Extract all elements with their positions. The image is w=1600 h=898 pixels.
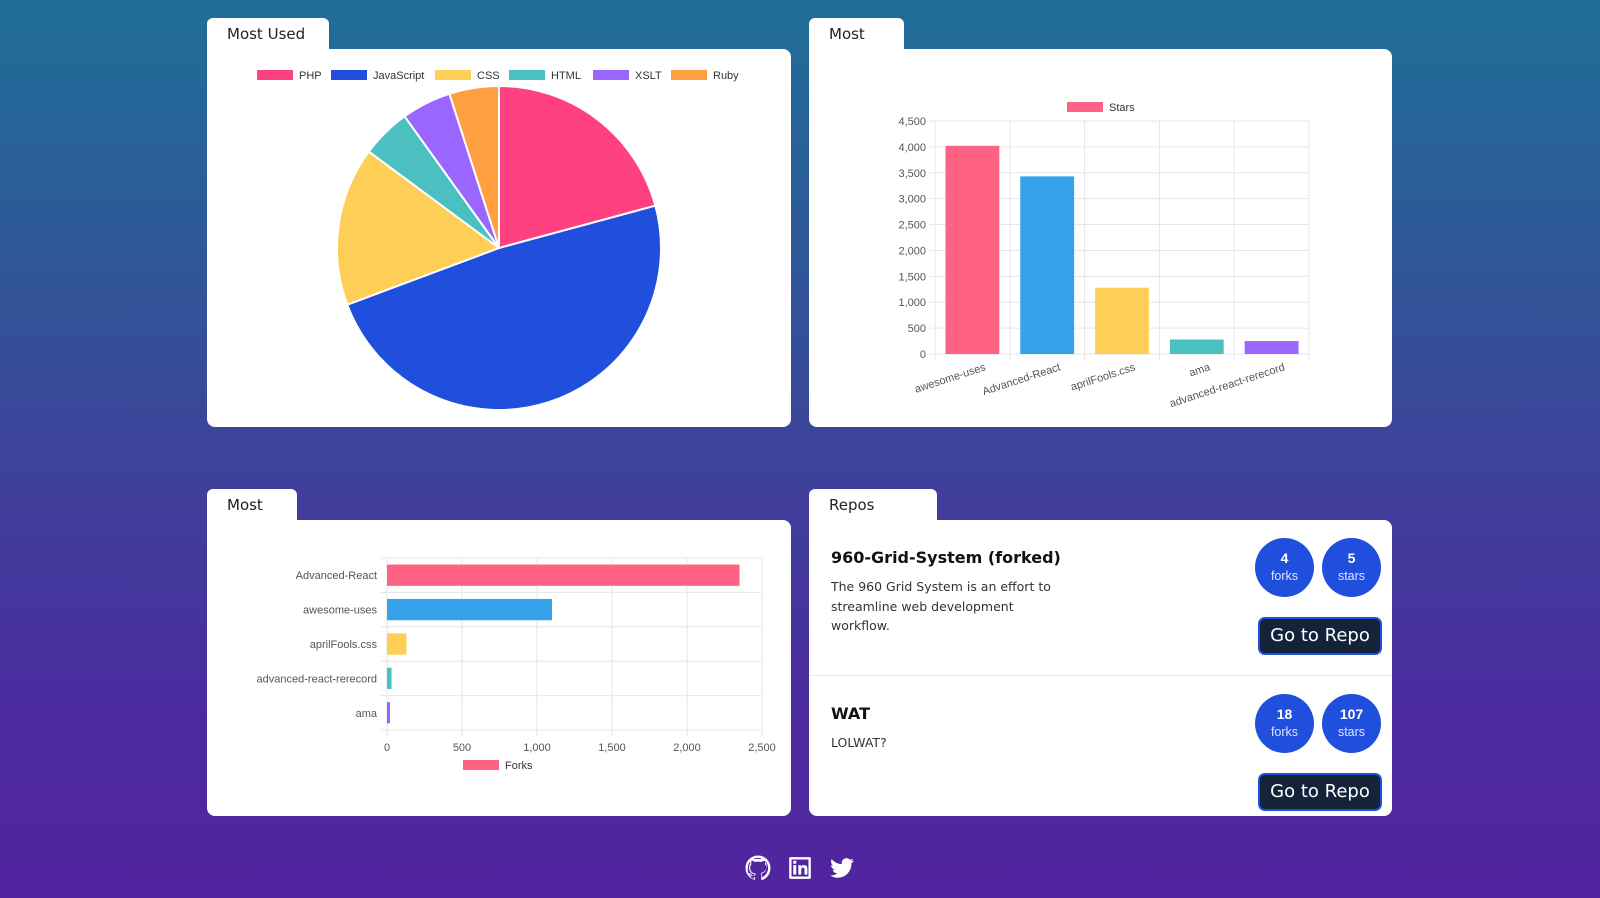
- forks-bar-chart: 0 500 1,000 1,500 2,000 2,500 Advanced-React aw…: [257, 557, 776, 772]
- bar-awesome-uses: [387, 598, 552, 621]
- legend-label-javascript: JavaScript: [373, 70, 424, 82]
- x-tick-label: advanced-react-rerecord: [1168, 361, 1286, 410]
- twitter-icon[interactable]: [829, 855, 855, 881]
- stars-label: stars: [1337, 569, 1366, 583]
- bar-advanced-react-rerecord: [1244, 341, 1299, 354]
- repo-name[interactable]: WAT: [831, 704, 870, 723]
- legend-swatch-xslt: [593, 70, 629, 80]
- forks-count: 18: [1276, 706, 1293, 722]
- go-to-repo-button[interactable]: Go to Repo: [1258, 773, 1382, 811]
- footer-social-links: [0, 855, 1600, 881]
- legend-swatch-css: [435, 70, 471, 80]
- y-tick-label: 1,500: [898, 271, 926, 283]
- starred-tab[interactable]: Most Starred Repos: [809, 18, 905, 107]
- stars-bar-chart: Stars 0 500 1,000 1,500 2,000 2,500 3,000 3,500 4…: [898, 102, 1310, 410]
- legend-label-forks: Forks: [505, 760, 533, 772]
- bar-Advanced-React: [1020, 176, 1075, 354]
- repo-card: WAT LOLWAT? 18 forks 107 stars Go to Rep…: [809, 675, 1392, 816]
- bar-ama: [387, 702, 390, 724]
- subscribing-tab[interactable]: Repos Subscribing: [809, 489, 937, 546]
- x-tick-label: 2,000: [673, 742, 701, 754]
- legend-label-xslt: XSLT: [635, 70, 662, 82]
- bar-aprilFools.css: [1095, 287, 1149, 354]
- pie-slice-css: [336, 150, 502, 307]
- y-tick-label: 2,500: [898, 220, 926, 232]
- bar-advanced-react-rerecord: [387, 667, 392, 690]
- repo-divider: [809, 675, 1392, 676]
- legend-label-php: PHP: [299, 70, 322, 82]
- legend-swatch-php: [257, 70, 293, 80]
- legend-swatch-javascript: [331, 70, 367, 80]
- forks-count-badge: 4 forks: [1255, 538, 1314, 597]
- bar-ama: [1169, 339, 1224, 354]
- stars-count-badge: 107 stars: [1322, 694, 1381, 753]
- repo-name[interactable]: 960-Grid-System (forked): [831, 548, 1061, 567]
- y-tick-label: 4,000: [898, 142, 926, 154]
- forks-label: forks: [1270, 569, 1299, 583]
- stars-count: 5: [1347, 550, 1356, 566]
- y-tick-label: 2,000: [898, 245, 926, 257]
- y-tick-label: 500: [908, 323, 926, 335]
- github-icon[interactable]: [745, 855, 771, 881]
- forked-card: 0 500 1,000 1,500 2,000 2,500 Advanced-React aw…: [207, 520, 791, 816]
- x-tick-label: Advanced-React: [981, 361, 1062, 398]
- y-tick-label: advanced-react-rerecord: [257, 673, 377, 685]
- y-tick-label: Advanced-React: [296, 570, 377, 582]
- legend-swatch-html: [509, 70, 545, 80]
- x-tick-label: 1,000: [523, 742, 551, 754]
- pie-slice-ruby: [448, 84, 500, 249]
- y-tick-label: 3,000: [898, 194, 926, 206]
- x-tick-label: awesome-uses: [913, 361, 988, 395]
- stars-count-badge: 5 stars: [1322, 538, 1381, 597]
- y-tick-label: ama: [356, 708, 378, 720]
- legend-label-ruby: Ruby: [713, 70, 739, 82]
- forked-tab[interactable]: Most Forked Repos: [207, 489, 298, 578]
- forks-count: 4: [1280, 550, 1289, 566]
- bar-aprilFools.css: [387, 633, 407, 655]
- x-tick-label: aprilFools.css: [1069, 361, 1137, 393]
- x-tick-label: 0: [384, 742, 390, 754]
- languages-card: PHP JavaScript CSS HTML XSLT Ruby: [207, 49, 791, 427]
- stars-label: stars: [1337, 725, 1366, 739]
- pie-slice-php: [498, 84, 657, 250]
- forks-count-badge: 18 forks: [1255, 694, 1314, 753]
- legend-label-html: HTML: [551, 70, 581, 82]
- languages-tab[interactable]: Most Used Languages: [207, 18, 329, 75]
- x-tick-label: 2,500: [748, 742, 776, 754]
- legend-swatch-forks: [463, 760, 499, 770]
- repo-description: The 960 Grid System is an effort to stre…: [831, 579, 1051, 633]
- bar-Advanced-React: [387, 564, 740, 586]
- legend-label-css: CSS: [477, 70, 500, 82]
- y-tick-label: 0: [920, 349, 926, 361]
- legend-swatch-stars: [1067, 102, 1103, 112]
- forks-label: forks: [1270, 725, 1299, 739]
- go-to-repo-button[interactable]: Go to Repo: [1258, 617, 1382, 655]
- legend-swatch-ruby: [671, 70, 707, 80]
- y-tick-label: 3,500: [898, 168, 926, 180]
- y-tick-label: awesome-uses: [303, 605, 377, 617]
- starred-card: Stars 0 500 1,000 1,500 2,000 2,500 3,000 3,500 4…: [809, 49, 1392, 427]
- pie-slice-javascript: [345, 204, 662, 411]
- x-tick-label: 500: [453, 742, 471, 754]
- x-tick-label: ama: [1188, 361, 1213, 379]
- y-tick-label: 1,000: [898, 297, 926, 309]
- subscribing-card: 960-Grid-System (forked) The 960 Grid Sy…: [809, 520, 1392, 816]
- y-tick-label: 4,500: [898, 116, 926, 128]
- languages-pie-chart: PHP JavaScript CSS HTML XSLT Ruby: [257, 70, 739, 411]
- repo-card: 960-Grid-System (forked) The 960 Grid Sy…: [809, 520, 1392, 675]
- stars-count: 107: [1339, 706, 1364, 722]
- x-tick-label: 1,500: [598, 742, 626, 754]
- y-tick-label: aprilFools.css: [310, 639, 378, 651]
- legend-label-stars: Stars: [1109, 102, 1135, 114]
- linkedin-icon[interactable]: [787, 855, 813, 881]
- bar-awesome-uses: [945, 145, 1000, 354]
- repo-description: LOLWAT?: [831, 735, 887, 750]
